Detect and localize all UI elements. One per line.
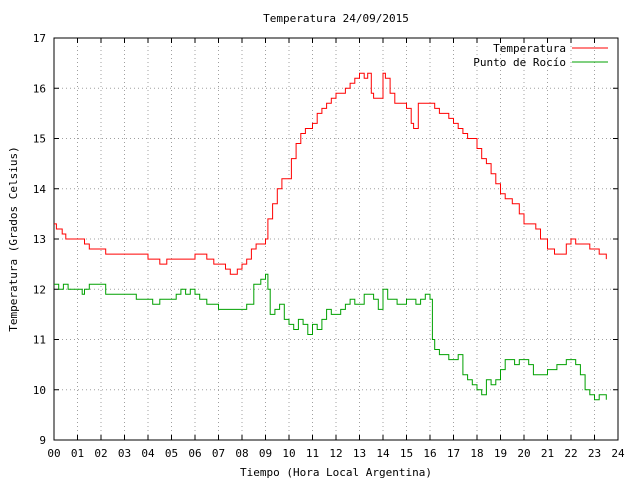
- legend-label: Temperatura: [493, 42, 566, 55]
- x-tick-label: 12: [329, 447, 342, 460]
- x-tick-label: 04: [141, 447, 155, 460]
- chart-title: Temperatura 24/09/2015: [263, 12, 409, 25]
- x-tick-label: 05: [165, 447, 178, 460]
- series-line-0: [54, 72, 607, 275]
- x-tick-label: 03: [118, 447, 131, 460]
- x-tick-label: 08: [235, 447, 248, 460]
- series-lines: [54, 72, 607, 401]
- x-axis-label: Tiempo (Hora Local Argentina): [240, 466, 432, 479]
- x-tick-label: 24: [611, 447, 625, 460]
- x-tick-label: 16: [423, 447, 436, 460]
- x-tick-label: 23: [588, 447, 601, 460]
- grid-lines: [54, 38, 618, 440]
- x-tick-label: 02: [94, 447, 107, 460]
- y-axis-label: Temperatura (Grados Celsius): [7, 146, 20, 331]
- x-tick-label: 18: [470, 447, 483, 460]
- y-tick-label: 15: [33, 133, 46, 146]
- x-tick-label: 10: [282, 447, 295, 460]
- x-tick-label: 21: [541, 447, 554, 460]
- legend-label: Punto de Rocío: [473, 56, 566, 69]
- y-tick-label: 12: [33, 283, 46, 296]
- y-tick-label: 10: [33, 384, 46, 397]
- x-axis-ticks: 00 01 02 03 04 05 06 07 08 09 10 11 12 13 14 15 16 17 18 19…: [47, 38, 625, 460]
- y-tick-label: 16: [33, 82, 46, 95]
- x-tick-label: 00: [47, 447, 60, 460]
- x-tick-label: 20: [517, 447, 530, 460]
- x-tick-label: 19: [494, 447, 507, 460]
- x-tick-label: 14: [376, 447, 390, 460]
- x-tick-label: 07: [212, 447, 225, 460]
- y-tick-label: 11: [33, 334, 46, 347]
- y-axis-ticks: 9 10 11 12 13 14 15 16 17: [33, 32, 618, 447]
- x-tick-label: 15: [400, 447, 413, 460]
- x-tick-label: 11: [306, 447, 319, 460]
- x-tick-label: 22: [564, 447, 577, 460]
- x-tick-label: 06: [188, 447, 201, 460]
- y-tick-label: 13: [33, 233, 46, 246]
- x-tick-label: 09: [259, 447, 272, 460]
- y-tick-label: 9: [39, 434, 46, 447]
- y-tick-label: 14: [33, 183, 47, 196]
- series-line-1: [54, 273, 607, 401]
- y-tick-label: 17: [33, 32, 46, 45]
- x-tick-label: 13: [353, 447, 366, 460]
- x-tick-label: 01: [71, 447, 84, 460]
- x-tick-label: 17: [447, 447, 460, 460]
